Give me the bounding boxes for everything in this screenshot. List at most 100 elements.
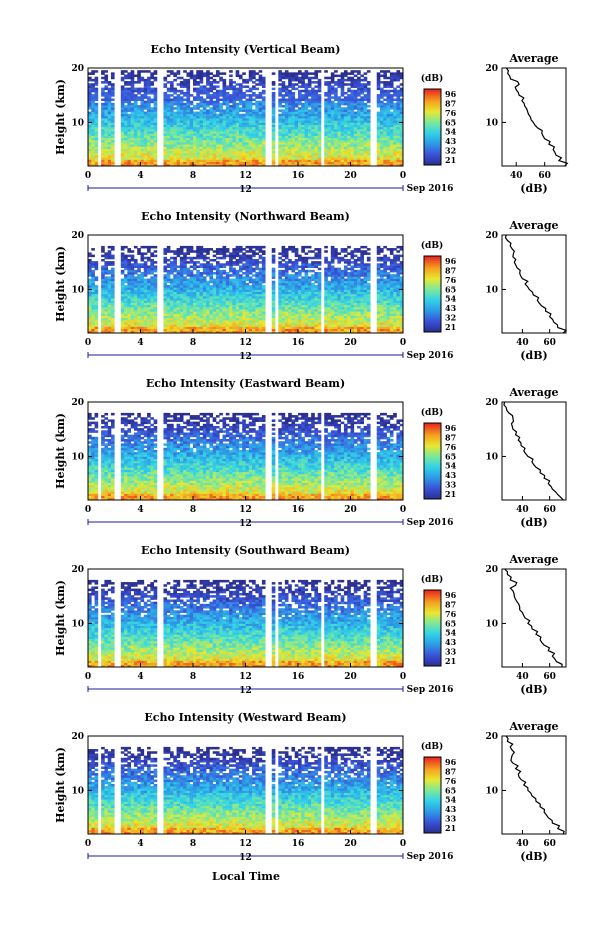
heatmap-cell <box>143 289 148 292</box>
heatmap-cell <box>166 120 171 123</box>
heatmap-cell <box>284 113 289 117</box>
heatmap-cell <box>317 102 322 106</box>
heatmap-cell <box>360 306 364 310</box>
heatmap-cell <box>383 322 387 325</box>
heatmap-cell <box>232 109 237 112</box>
heatmap-cell <box>235 324 240 327</box>
heatmap-cell <box>271 293 276 297</box>
heatmap-cell <box>137 144 141 147</box>
heatmap-cell <box>140 122 145 125</box>
heatmap-cell <box>219 78 223 82</box>
heatmap-cell <box>91 96 95 99</box>
heatmap-cell <box>252 126 256 130</box>
heatmap-cell <box>317 126 322 130</box>
heatmap-cell <box>393 105 397 108</box>
heatmap-cell <box>215 306 220 310</box>
heatmap-cell <box>215 131 220 134</box>
heatmap-cell <box>107 311 112 314</box>
heatmap-cell <box>183 155 187 158</box>
heatmap-cell <box>261 161 266 165</box>
heatmap-cell <box>153 122 158 125</box>
heatmap-cell <box>186 115 191 119</box>
heatmap-cell <box>314 122 319 125</box>
heatmap-cell <box>298 322 302 325</box>
heatmap-cell <box>288 124 292 128</box>
heatmap-cell <box>343 146 348 149</box>
heatmap-cell <box>186 122 191 125</box>
heatmap-cell <box>229 304 233 308</box>
heatmap-cell <box>94 304 99 308</box>
heatmap-cell <box>317 135 322 139</box>
heatmap-cell <box>91 135 95 139</box>
heatmap-cell <box>196 295 200 299</box>
heatmap-cell <box>366 109 371 112</box>
heatmap-cell <box>389 146 394 149</box>
heatmap-cell <box>363 315 368 319</box>
heatmap-cell <box>304 87 309 91</box>
heatmap-cell <box>386 295 391 299</box>
heatmap-cell <box>153 159 158 162</box>
heatmap-cell <box>298 146 302 149</box>
heatmap-cell <box>170 304 174 308</box>
heatmap-cell <box>307 161 312 165</box>
heatmap-cell <box>340 94 345 97</box>
heatmap-cell <box>288 113 292 117</box>
heatmap-cell <box>193 87 197 91</box>
heatmap-cell <box>225 152 230 156</box>
heatmap-cell <box>245 291 250 295</box>
heatmap-cell <box>179 113 184 117</box>
heatmap-cell <box>258 291 263 295</box>
heatmap-cell <box>245 144 250 147</box>
heatmap-cell <box>288 306 292 310</box>
heatmap-cell <box>107 137 112 141</box>
heatmap-cell <box>380 152 384 156</box>
heatmap-cell <box>91 291 95 295</box>
heatmap-cell <box>215 152 220 156</box>
heatmap-cell <box>324 102 328 106</box>
heatmap-cell <box>179 309 184 312</box>
heatmap-cell <box>281 111 286 115</box>
heatmap-cell <box>199 319 204 323</box>
heatmap-cell <box>311 98 315 102</box>
heatmap-cell <box>366 161 371 165</box>
heatmap-cell <box>193 96 197 99</box>
heatmap-cell <box>363 144 368 147</box>
heatmap-cell <box>324 142 328 145</box>
heatmap-cell <box>176 105 181 108</box>
heatmap-cell <box>219 118 223 121</box>
heatmap-cell <box>304 328 309 332</box>
heatmap-cell <box>193 139 197 143</box>
heatmap-cell <box>202 155 207 158</box>
heatmap-cell <box>176 298 181 301</box>
heatmap-cell <box>219 98 223 102</box>
heatmap-cell <box>245 94 250 97</box>
heatmap-cell <box>330 298 335 301</box>
heatmap-cell <box>104 107 109 110</box>
heatmap-cell <box>281 304 286 308</box>
heatmap-cell <box>189 126 194 130</box>
heatmap-cell <box>166 107 171 110</box>
heatmap-cell <box>193 150 197 154</box>
heatmap-cell <box>170 131 174 134</box>
heatmap-cell <box>143 302 148 306</box>
heatmap-cell <box>258 137 263 141</box>
heatmap-cell <box>242 118 246 121</box>
heatmap-cell <box>94 105 99 108</box>
heatmap-cell <box>334 131 338 134</box>
heatmap-cell <box>127 76 132 80</box>
heatmap-cell <box>343 133 348 136</box>
heatmap-cell <box>189 315 194 319</box>
heatmap-cell <box>353 159 358 162</box>
heatmap-cell <box>137 78 141 82</box>
heatmap-cell <box>147 324 151 327</box>
heatmap-cell <box>291 74 296 78</box>
heatmap-cell <box>222 293 227 297</box>
heatmap-cell <box>380 107 384 110</box>
heatmap-cell <box>357 118 361 121</box>
heatmap-cell <box>212 148 217 152</box>
heatmap-cell <box>206 328 210 332</box>
heatmap-cell <box>252 146 256 149</box>
heatmap-cell <box>232 306 237 310</box>
heatmap-cell <box>357 76 361 80</box>
heatmap-cell <box>360 85 364 88</box>
